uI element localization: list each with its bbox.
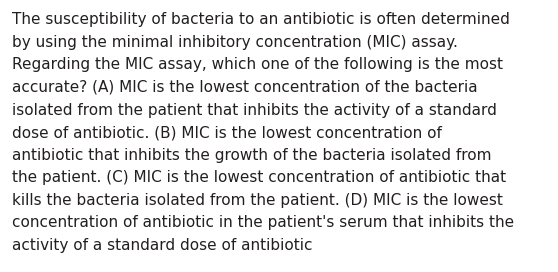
Text: accurate? (A) MIC is the lowest concentration of the bacteria: accurate? (A) MIC is the lowest concentr… xyxy=(12,80,478,95)
Text: concentration of antibiotic in the patient's serum that inhibits the: concentration of antibiotic in the patie… xyxy=(12,215,514,230)
Text: activity of a standard dose of antibiotic: activity of a standard dose of antibioti… xyxy=(12,238,313,253)
Text: dose of antibiotic. (B) MIC is the lowest concentration of: dose of antibiotic. (B) MIC is the lowes… xyxy=(12,125,442,140)
Text: antibiotic that inhibits the growth of the bacteria isolated from: antibiotic that inhibits the growth of t… xyxy=(12,148,492,163)
Text: kills the bacteria isolated from the patient. (D) MIC is the lowest: kills the bacteria isolated from the pat… xyxy=(12,193,503,208)
Text: the patient. (C) MIC is the lowest concentration of antibiotic that: the patient. (C) MIC is the lowest conce… xyxy=(12,170,507,185)
Text: Regarding the MIC assay, which one of the following is the most: Regarding the MIC assay, which one of th… xyxy=(12,57,503,72)
Text: isolated from the patient that inhibits the activity of a standard: isolated from the patient that inhibits … xyxy=(12,103,497,118)
Text: The susceptibility of bacteria to an antibiotic is often determined: The susceptibility of bacteria to an ant… xyxy=(12,12,510,27)
Text: by using the minimal inhibitory concentration (MIC) assay.: by using the minimal inhibitory concentr… xyxy=(12,35,458,50)
